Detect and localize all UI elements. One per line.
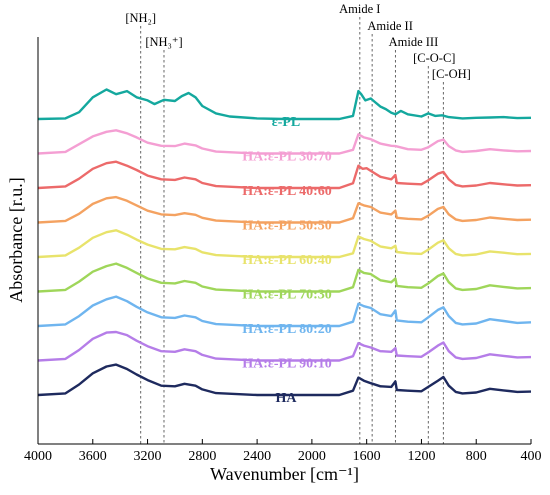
annotation-label-0: [NH₂] bbox=[125, 11, 156, 25]
series-line-6 bbox=[37, 295, 532, 328]
x-tick-label-9: 400 bbox=[521, 449, 542, 464]
x-tick-label-2: 3200 bbox=[134, 449, 162, 464]
series-label-4: HA:ε-PL 60:40 bbox=[242, 253, 332, 268]
series-line-4 bbox=[37, 229, 532, 259]
annotation-label-5: [C-O-C] bbox=[413, 51, 455, 65]
annotation-label-2: Amide I bbox=[339, 2, 380, 16]
series-label-1: HA:ε-PL 30:70 bbox=[242, 150, 332, 165]
series-label-6: HA:ε-PL 80:20 bbox=[242, 322, 332, 337]
series-line-2 bbox=[37, 160, 532, 190]
series-line-1 bbox=[37, 129, 532, 155]
series-line-0 bbox=[37, 88, 532, 121]
x-tick-label-1: 3600 bbox=[79, 449, 107, 464]
series-line-5 bbox=[37, 262, 532, 293]
x-tick-label-0: 4000 bbox=[24, 449, 52, 464]
series-line-7 bbox=[37, 330, 532, 362]
y-axis-label: Absorbance [r.u.] bbox=[6, 177, 26, 302]
x-tick-label-7: 1200 bbox=[407, 449, 435, 464]
series-label-0: ε-PL bbox=[272, 115, 301, 130]
annotation-label-1: [NH₃⁺] bbox=[145, 35, 182, 49]
x-tick-label-4: 2400 bbox=[243, 449, 271, 464]
series-label-7: HA:ε-PL 90:10 bbox=[242, 357, 332, 372]
annotation-label-6: [C-OH] bbox=[432, 67, 471, 81]
x-tick-label-3: 2800 bbox=[188, 449, 216, 464]
series-label-3: HA:ε-PL 50:50 bbox=[242, 219, 332, 234]
series-line-8 bbox=[37, 363, 532, 397]
x-tick-label-8: 800 bbox=[466, 449, 487, 464]
x-tick-label-5: 2000 bbox=[298, 449, 326, 464]
series-label-8: HA bbox=[276, 391, 298, 406]
annotation-label-4: Amide III bbox=[389, 35, 439, 49]
series-line-3 bbox=[37, 195, 532, 224]
annotation-label-3: Amide II bbox=[367, 19, 412, 33]
series-label-2: HA:ε-PL 40:60 bbox=[242, 184, 332, 199]
series-label-5: HA:ε-PL 70:30 bbox=[242, 288, 332, 303]
x-tick-label-6: 1600 bbox=[353, 449, 381, 464]
x-axis-label: Wavenumber [cm⁻¹] bbox=[210, 464, 359, 484]
